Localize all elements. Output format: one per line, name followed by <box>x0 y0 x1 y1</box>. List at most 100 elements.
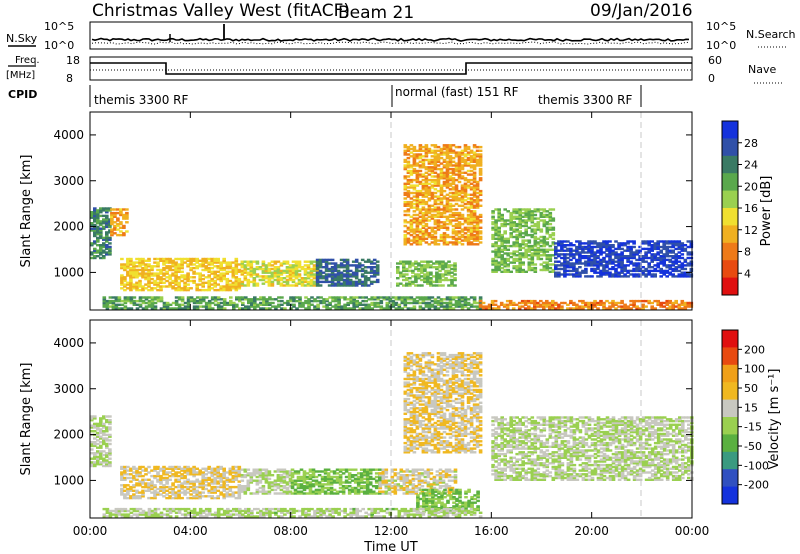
velocity-cell <box>302 479 307 482</box>
power-cell <box>418 307 423 310</box>
velocity-cell <box>183 469 187 472</box>
power-cell <box>466 200 471 204</box>
power-cell <box>421 145 426 149</box>
velocity-cell <box>210 467 214 470</box>
power-cell <box>180 287 184 290</box>
power-cell <box>509 244 513 248</box>
power-cell <box>478 230 483 233</box>
power-cell <box>608 256 612 260</box>
power-cell <box>653 255 657 258</box>
velocity-cell <box>99 431 103 435</box>
power-cell <box>548 208 553 211</box>
power-cell <box>647 299 651 303</box>
power-cell <box>475 155 480 158</box>
power-cell <box>424 184 429 187</box>
power-cell <box>162 303 167 306</box>
power-cell <box>563 301 567 305</box>
velocity-cell <box>243 474 248 477</box>
velocity-cell <box>132 471 136 474</box>
velocity-cell <box>255 475 260 479</box>
power-cell <box>496 307 501 310</box>
velocity-cell <box>171 465 175 469</box>
power-cell <box>491 215 495 218</box>
power-cell <box>135 307 140 310</box>
power-cell <box>340 305 344 308</box>
power-cell <box>638 275 642 278</box>
velocity-cell <box>180 496 184 500</box>
power-cell <box>126 265 130 268</box>
power-cell <box>641 247 645 251</box>
power-cell <box>132 303 137 306</box>
power-cell <box>147 296 152 299</box>
power-cell <box>270 277 275 280</box>
power-cell <box>403 235 408 239</box>
power-cell <box>629 253 633 256</box>
power-cell <box>213 303 218 306</box>
power-cell <box>141 272 145 275</box>
power-cell <box>620 251 624 254</box>
power-cell <box>472 156 477 160</box>
power-cell <box>201 277 205 281</box>
power-cell <box>189 287 193 290</box>
power-cell <box>255 284 260 287</box>
power-cell <box>195 301 200 305</box>
power-cell <box>599 253 603 256</box>
power-cell <box>602 273 606 276</box>
power-cell <box>225 270 230 273</box>
power-cell <box>400 298 405 301</box>
power-cell <box>354 260 359 263</box>
power-cell <box>671 301 675 305</box>
power-cell <box>475 239 480 242</box>
power-cell <box>138 259 142 262</box>
power-cell <box>451 298 456 301</box>
power-cell <box>524 233 528 237</box>
velocity-cell <box>279 477 284 481</box>
power-cell <box>677 275 682 278</box>
velocity-cell <box>204 487 208 491</box>
power-cell <box>605 262 609 265</box>
power-cell <box>656 269 660 273</box>
power-cell <box>472 224 477 228</box>
power-cell <box>282 271 287 274</box>
velocity-cell <box>186 467 190 470</box>
power-cell <box>533 301 537 305</box>
power-cell <box>258 266 263 269</box>
power-cell <box>343 303 347 306</box>
power-cell <box>138 272 142 275</box>
velocity-cell <box>192 484 196 487</box>
power-cell <box>518 222 522 226</box>
power-cell <box>490 307 495 310</box>
power-cell <box>342 284 347 287</box>
power-cell <box>503 219 507 222</box>
velocity-cell <box>186 491 190 494</box>
power-cell <box>445 186 450 189</box>
power-cell <box>620 256 624 260</box>
power-cell <box>463 232 468 235</box>
power-cell <box>653 258 657 262</box>
power-cell <box>542 301 546 305</box>
power-cell <box>204 266 208 270</box>
power-cell <box>366 284 371 287</box>
velocity-cell <box>255 488 260 492</box>
power-cell <box>156 272 160 275</box>
power-cell <box>644 267 648 271</box>
power-cell <box>226 301 230 305</box>
power-cell <box>276 278 281 282</box>
power-cell <box>635 305 639 308</box>
power-cell <box>518 268 522 272</box>
power-cell <box>171 287 175 290</box>
power-colorbar-swatch <box>722 155 738 174</box>
power-cell <box>391 305 396 308</box>
power-cell <box>123 299 128 303</box>
power-cell <box>105 211 109 214</box>
power-cell <box>132 266 136 270</box>
power-cell <box>402 260 406 263</box>
power-cell <box>460 222 465 226</box>
power-cell <box>527 261 532 264</box>
power-cell <box>204 265 208 268</box>
power-cell <box>421 160 426 163</box>
power-cell <box>439 153 444 156</box>
power-cell <box>174 277 178 281</box>
power-cell <box>156 299 161 303</box>
power-cell <box>231 276 236 279</box>
